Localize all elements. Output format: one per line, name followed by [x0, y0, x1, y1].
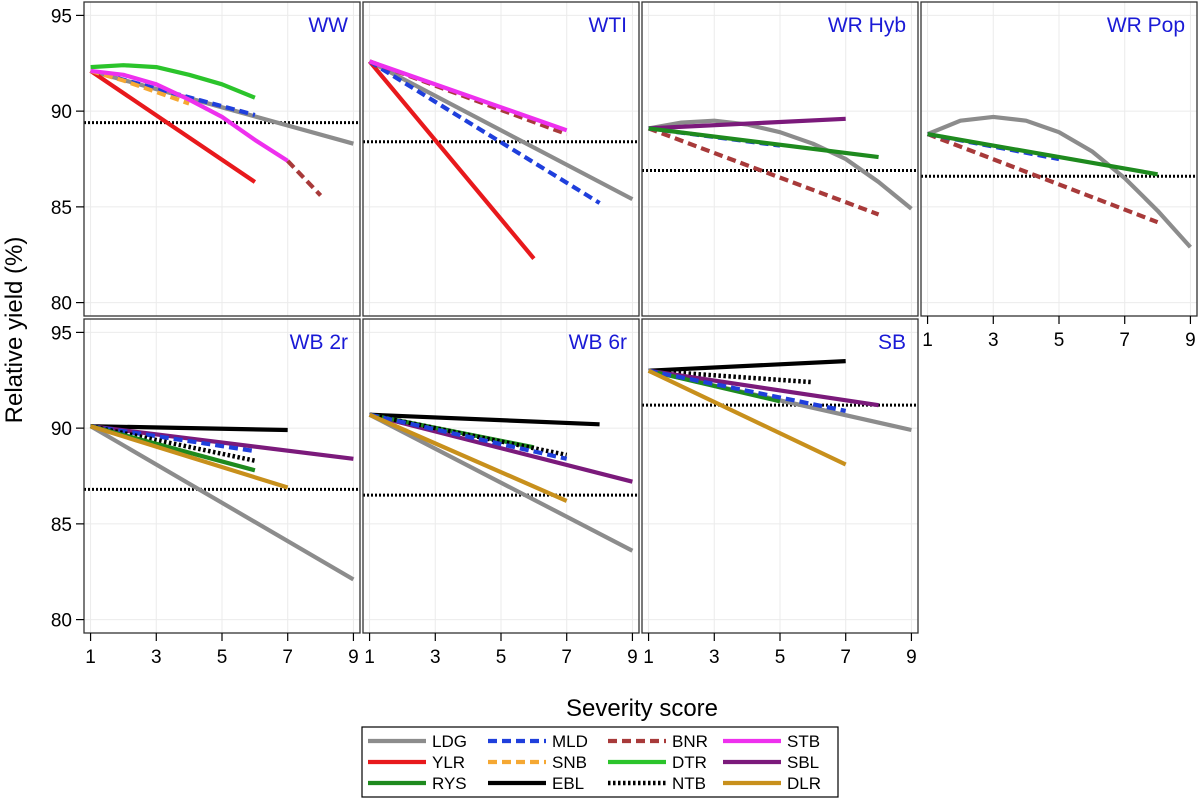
panel-wb-6r-series-ldg [368, 412, 634, 553]
legend-label-sbl: SBL [787, 753, 819, 772]
panel-wr-hyb-series-sbl [648, 116, 846, 131]
panel-sb-series-mld [648, 368, 847, 413]
panel-ww-series-ylr [89, 69, 257, 184]
legend-label-dtr: DTR [672, 753, 707, 772]
panel-wb-2r-series-dlr [89, 424, 289, 490]
panel-sb-series-ebl [648, 359, 846, 373]
x-tick-label: 5 [217, 647, 228, 668]
x-tick-label: 7 [282, 647, 293, 668]
panel-wr-pop-series-ldg [926, 114, 1192, 249]
panel-ww-title: WW [308, 14, 348, 37]
y-tick-label: 80 [51, 294, 72, 315]
panel-ww-series-dtr [90, 63, 256, 100]
legend-label-ebl: EBL [552, 774, 584, 793]
legend-label-mld: MLD [552, 732, 588, 751]
x-tick-label: 3 [430, 647, 441, 668]
panel-wb-6r-series-rys [369, 412, 535, 450]
panel-sb-title: SB [878, 331, 906, 354]
panel-wr-hyb-series-bnr [647, 126, 880, 217]
panel-titles: WW WTI WR Hyb WR Pop WB 2r WB 6r SB [290, 14, 1185, 354]
panel-wb-2r-title: WB 2r [290, 331, 348, 354]
panel-wti-frame [362, 1, 640, 317]
x-tick-label: 1 [922, 330, 933, 351]
panel-wb-6r-series-dlr [368, 412, 568, 503]
legend-label-dlr: DLR [787, 774, 821, 793]
panel-ww-frame [83, 1, 361, 317]
panel-wr-hyb-series-rys [648, 126, 879, 160]
panel-wti-title: WTI [589, 14, 627, 37]
y-tick-label: 90 [51, 102, 72, 123]
legend-label-bnr: BNR [672, 732, 708, 751]
panel-wb-2r-series-ldg [89, 424, 355, 582]
x-tick-label: 3 [709, 647, 720, 668]
panel-wti-series-mld [368, 59, 601, 205]
panel-wr-pop-title: WR Pop [1107, 14, 1185, 37]
legend-label-ldg: LDG [432, 732, 467, 751]
y-tick-label: 90 [51, 419, 72, 440]
x-tick-label: 9 [906, 647, 917, 668]
legend-label-rys: RYS [432, 774, 467, 793]
x-tick-label: 7 [561, 647, 572, 668]
x-tick-label: 9 [627, 647, 638, 668]
panel-wb-6r-series-mld [369, 412, 568, 461]
series-layer [89, 59, 1192, 582]
panel-ww-series-stb [90, 68, 289, 163]
panel-sb-series-ntb [648, 368, 814, 385]
legend-label-stb: STB [787, 732, 820, 751]
y-tick-label: 80 [51, 611, 72, 632]
legend-label-ylr: YLR [432, 753, 465, 772]
panel-wr-hyb-title: WR Hyb [828, 14, 906, 37]
x-axis-label: Severity score [566, 695, 718, 722]
panel-wb-2r-series-ebl [90, 424, 288, 433]
grid-layer [84, 2, 1197, 633]
legend: LDG MLD BNR STB YLR SNB DTR SBL RYS EBL NTB DLR [361, 726, 839, 798]
panel-ww-series-bnr [286, 159, 323, 197]
panel-frames [83, 1, 1198, 634]
panel-wti-series-ylr [367, 60, 536, 260]
x-tick-label: 5 [496, 647, 507, 668]
panel-wr-pop-series-rys [927, 132, 1158, 177]
x-tick-label: 9 [1185, 330, 1196, 351]
panel-wr-hyb-frame [641, 1, 919, 317]
legend-label-snb: SNB [552, 753, 587, 772]
y-tick-label: 85 [51, 515, 72, 536]
panel-wr-hyb-series-ldg [648, 118, 913, 211]
panel-wti-series-ldg [368, 59, 634, 202]
x-tick-label: 5 [775, 647, 786, 668]
x-tick-label: 3 [151, 647, 162, 668]
x-tick-label: 3 [988, 330, 999, 351]
x-tick-label: 5 [1054, 330, 1065, 351]
x-tick-label: 1 [85, 647, 96, 668]
panel-sb-series-dlr [647, 368, 847, 467]
panel-wb-6r-title: WB 6r [569, 331, 627, 354]
y-tick-label: 95 [51, 323, 72, 344]
x-tick-label: 1 [643, 647, 654, 668]
panel-sb-series-sbl [648, 368, 879, 408]
y-axis-label: Relative yield (%) [1, 237, 28, 424]
y-tick-label: 95 [51, 6, 72, 27]
panel-wti-series-stb [368, 59, 568, 133]
x-tick-label: 1 [364, 647, 375, 668]
panel-ww-series-snb [90, 68, 190, 106]
y-tick-label: 85 [51, 198, 72, 219]
panel-wb-6r-series-ebl [369, 412, 600, 427]
x-tick-label: 7 [1119, 330, 1130, 351]
legend-label-ntb: NTB [672, 774, 706, 793]
x-tick-label: 7 [840, 647, 851, 668]
x-tick-label: 9 [348, 647, 359, 668]
